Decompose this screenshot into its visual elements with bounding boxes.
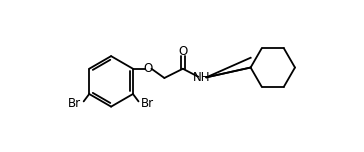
Text: O: O — [178, 45, 187, 58]
Text: NH: NH — [193, 71, 211, 84]
Text: Br: Br — [141, 97, 154, 110]
Text: O: O — [144, 62, 153, 75]
Text: Br: Br — [68, 97, 81, 110]
